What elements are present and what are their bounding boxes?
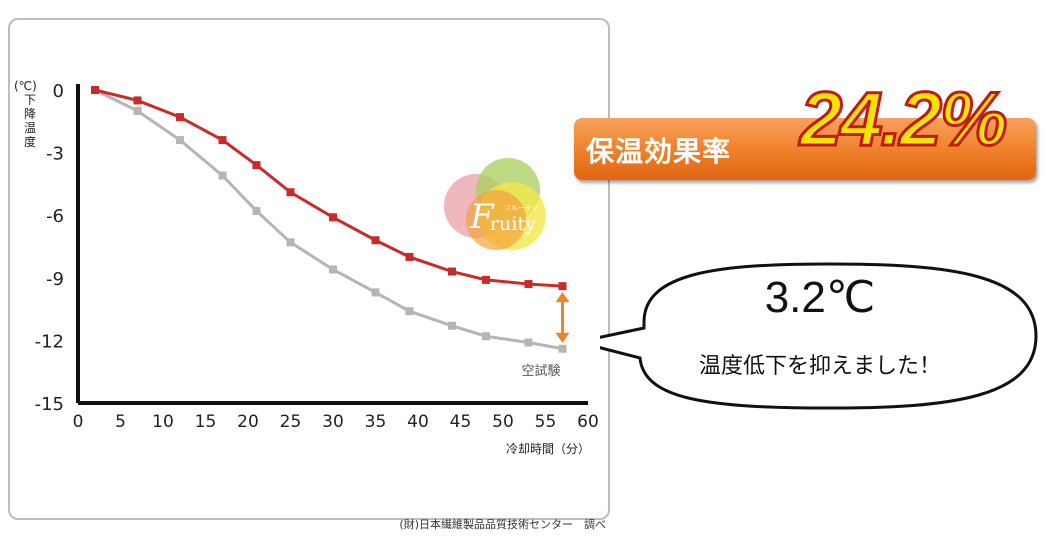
data-point-1 (176, 136, 184, 145)
y-axis-label: 下降温度 (24, 93, 36, 149)
x-tick-label: 10 (152, 412, 174, 432)
x-tick-label: 55 (535, 412, 557, 432)
callout-shape (600, 262, 1038, 410)
x-tick-label: 60 (577, 412, 599, 432)
x-tick-label: 30 (322, 412, 344, 432)
y-tick-label: -15 (35, 394, 64, 415)
badge-label: 保温効果率 (586, 135, 732, 168)
y-tick-label: -3 (46, 144, 64, 165)
data-point-0 (482, 275, 490, 284)
y-unit-label: (℃) (14, 79, 37, 93)
x-tick-label: 40 (407, 412, 429, 432)
callout-main-text: 3.2℃ (764, 273, 876, 322)
callout-sub-text: 温度低下を抑えました！ (698, 354, 941, 379)
badge-value: 24.2% (799, 76, 1009, 164)
data-point-0 (448, 267, 456, 276)
data-point-1 (218, 171, 227, 180)
data-point-0 (371, 236, 380, 245)
data-point-1 (133, 106, 142, 115)
data-point-0 (405, 252, 414, 261)
data-point-1 (371, 288, 380, 297)
data-point-0 (252, 161, 261, 170)
data-point-0 (133, 96, 142, 105)
data-point-1 (448, 321, 456, 330)
y-tick-label: -12 (35, 331, 64, 352)
arrow-head-bottom (555, 332, 570, 343)
data-point-0 (286, 188, 295, 197)
data-point-0 (524, 280, 533, 289)
data-point-0 (218, 136, 227, 145)
data-point-0 (91, 86, 99, 94)
x-axis-label: 冷却時間（分） (506, 442, 590, 456)
svg-text:F: F (469, 197, 495, 237)
data-point-1 (252, 207, 261, 216)
line-chart: F ruity フルーティ 0 -3 -6 -9 -12 -15 0 5 10 15 20 25 30 3… (14, 79, 599, 456)
x-tick-label: 20 (237, 412, 259, 432)
svg-text:ruity: ruity (490, 213, 536, 235)
y-axis-title: (℃) 下降温度 (14, 79, 37, 149)
insulation-rate-badge: 保温効果率 (574, 118, 1036, 180)
x-tick-label: 35 (365, 412, 387, 432)
data-point-1 (329, 265, 337, 274)
blank-test-label: 空試験 (521, 363, 560, 379)
data-point-0 (558, 282, 567, 291)
data-point-0 (329, 213, 337, 222)
data-point-1 (482, 332, 490, 341)
y-tick-label: 0 (53, 81, 64, 102)
arrow-head-top (555, 292, 570, 303)
x-tick-label: 5 (115, 412, 126, 432)
callout-bubble: 3.2℃ 温度低下を抑えました！ (600, 262, 1040, 412)
data-point-1 (558, 344, 567, 353)
fruity-logo: F ruity フルーティ (444, 158, 546, 250)
x-tick-label: 45 (450, 412, 472, 432)
x-tick-label: 0 (73, 412, 84, 432)
svg-text:フルーティ: フルーティ (504, 204, 539, 212)
x-tick-label: 50 (492, 412, 514, 432)
difference-arrow (555, 292, 570, 343)
chart-panel: F ruity フルーティ 0 -3 -6 -9 -12 -15 0 5 10 15 20 25 30 3… (8, 18, 610, 531)
source-note: (財)日本繊維製品品質技術センター 調べ (399, 518, 606, 531)
y-tick-label: -9 (46, 269, 64, 290)
data-point-1 (286, 238, 295, 247)
x-tick-label: 25 (280, 412, 302, 432)
data-point-1 (405, 307, 414, 316)
data-point-0 (176, 113, 184, 122)
x-tick-label: 15 (195, 412, 217, 432)
y-tick-label: -6 (46, 206, 64, 227)
data-point-1 (524, 338, 533, 347)
